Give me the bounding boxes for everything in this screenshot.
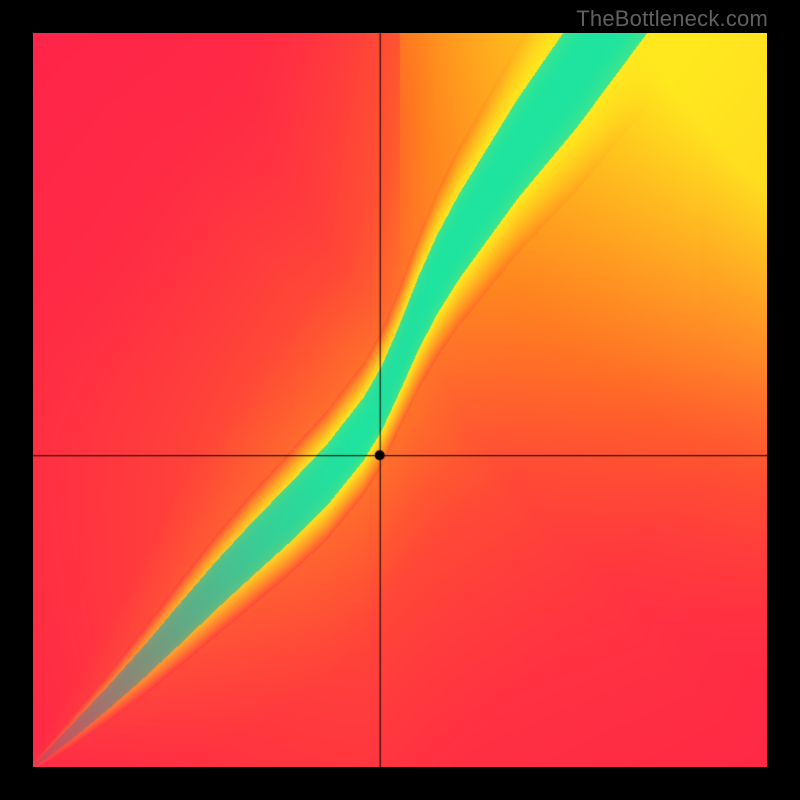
heatmap-canvas xyxy=(33,33,767,767)
chart-container: TheBottleneck.com xyxy=(0,0,800,800)
watermark-text: TheBottleneck.com xyxy=(576,6,768,32)
